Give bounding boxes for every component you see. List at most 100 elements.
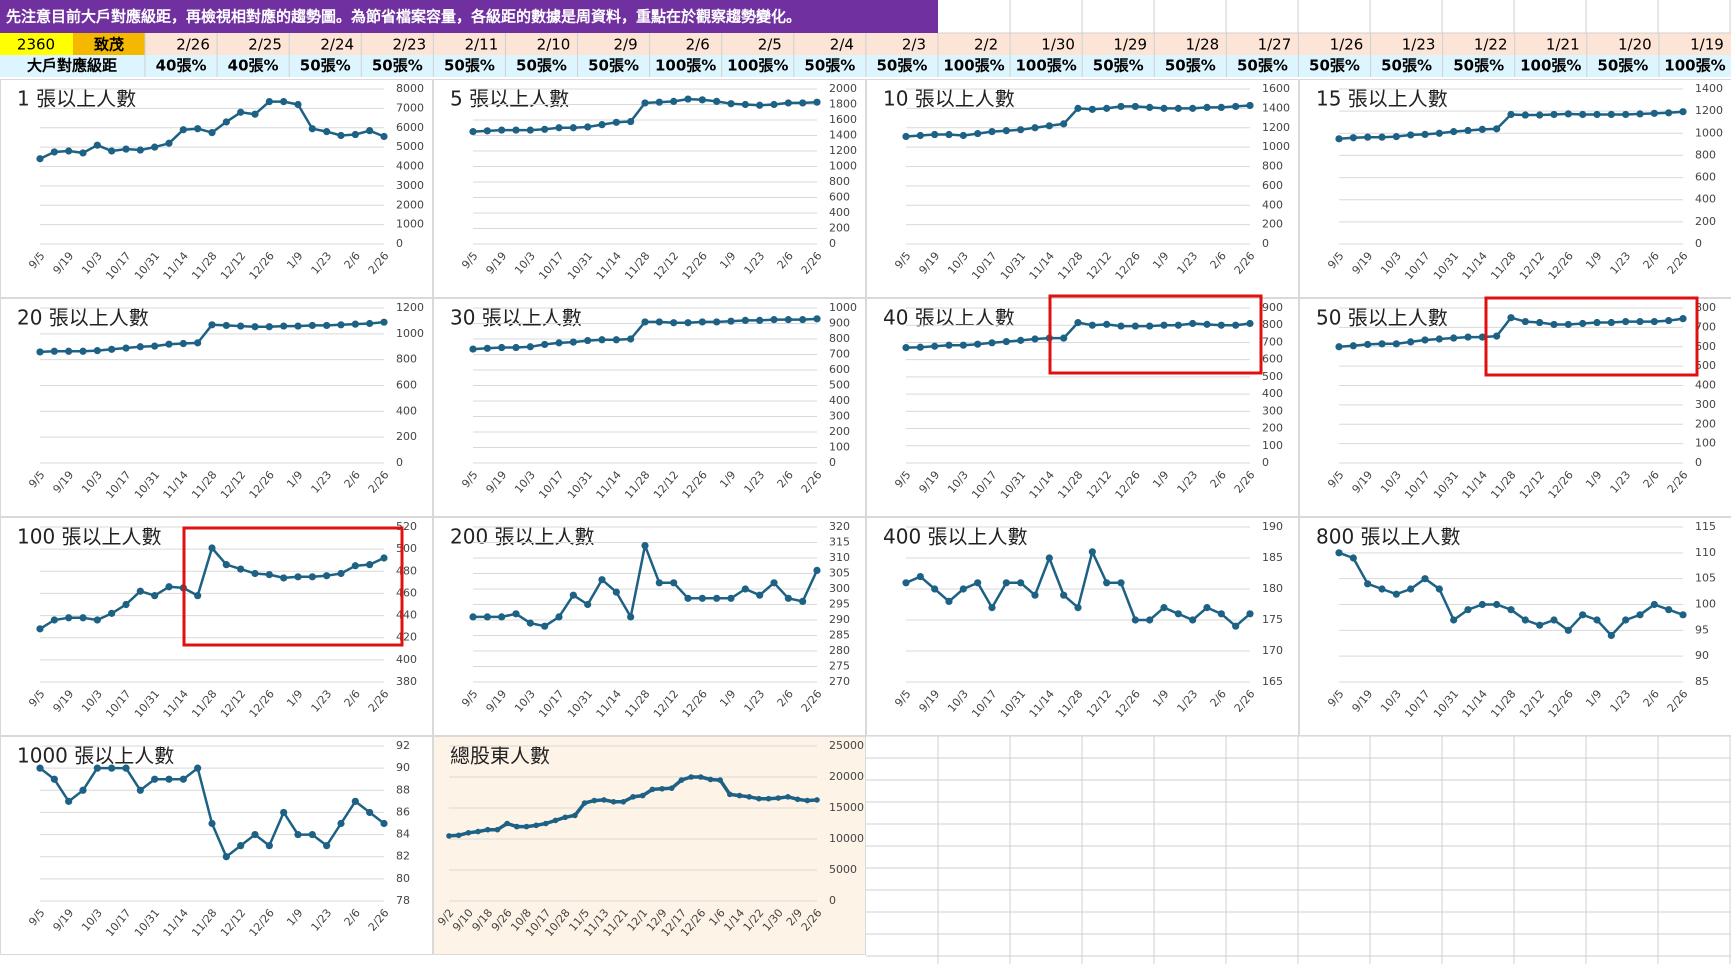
data-point [137,588,144,595]
data-point [180,776,187,783]
tier-value: 100張% [1015,57,1076,75]
date-label: 1/28 [1185,36,1219,54]
data-point [1089,106,1096,113]
data-point [294,831,301,838]
data-point [108,346,115,353]
data-point [717,777,723,783]
data-point [1450,616,1457,623]
data-point [366,127,373,134]
date-label: 1/26 [1330,36,1364,54]
date-label: 1/27 [1258,36,1292,54]
y-tick-label: 1400 [1695,82,1723,95]
y-tick-label: 600 [829,363,850,376]
y-tick-label: 1200 [1262,121,1290,134]
data-point [1364,134,1371,141]
data-point [65,614,72,621]
data-point [280,98,287,105]
data-point [1393,591,1400,598]
data-point [1679,108,1686,115]
data-point [931,585,938,592]
data-point [670,319,677,326]
y-tick-label: 300 [1695,398,1716,411]
data-point [485,827,491,833]
y-tick-label: 0 [1695,456,1702,469]
data-point [684,95,691,102]
tier-value: 50張% [300,57,351,75]
y-tick-label: 800 [829,175,850,188]
data-point [582,800,588,806]
y-tick-label: 170 [1262,644,1283,657]
chart-title: 20 張以上人數 [17,306,149,330]
y-tick-label: 200 [829,222,850,235]
data-point [727,792,733,798]
data-point [1507,111,1514,118]
y-tick-label: 400 [1262,198,1283,211]
y-tick-label: 270 [829,675,850,688]
data-point [1665,109,1672,116]
y-tick-label: 315 [829,536,850,549]
y-tick-label: 800 [396,353,417,366]
y-tick-label: 92 [396,739,410,752]
data-point [613,119,620,126]
data-point [737,793,743,799]
data-point [611,799,617,805]
data-point [1436,130,1443,137]
data-point [1436,335,1443,342]
data-point [51,148,58,155]
chart-title: 40 張以上人數 [883,306,1015,330]
data-point [294,573,301,580]
data-point [122,765,129,772]
data-point [1117,103,1124,110]
data-point [627,118,634,125]
chart-panel: 30 張以上人數01002003004005006007008009001000… [434,299,866,517]
data-point [223,118,230,125]
data-point [795,797,801,803]
data-point [917,132,924,139]
y-tick-label: 1800 [829,98,857,111]
data-point [94,347,101,354]
data-point [988,128,995,135]
y-tick-label: 800 [1262,160,1283,173]
y-tick-label: 1000 [829,160,857,173]
data-point [1636,611,1643,618]
y-tick-label: 0 [396,456,403,469]
data-point [1593,319,1600,326]
data-point [699,318,706,325]
y-tick-label: 275 [829,660,850,673]
data-point [813,567,820,574]
data-point [1132,616,1139,623]
data-point [659,786,665,792]
y-tick-label: 88 [396,783,410,796]
data-point [570,124,577,131]
banner-text: 先注意目前大戶對應級距，再檢視相對應的趨勢圖。為節省檔案容量，各級距的數據是周資… [6,8,801,26]
data-point [1246,610,1253,617]
y-tick-label: 0 [1695,237,1702,250]
data-point [770,579,777,586]
data-point [1364,580,1371,587]
date-label: 2/9 [614,36,638,54]
data-point [1132,322,1139,329]
data-point [756,796,762,802]
data-point [814,797,820,803]
data-point [555,613,562,620]
data-point [742,317,749,324]
data-point [337,820,344,827]
data-point [1507,314,1514,321]
y-tick-label: 460 [396,586,417,599]
chart-title: 100 張以上人數 [17,525,162,549]
y-tick-label: 1200 [1695,104,1723,117]
tier-value: 100張% [1520,57,1581,75]
y-tick-label: 400 [1695,379,1716,392]
data-point [1407,585,1414,592]
data-point [323,128,330,135]
data-point [1479,126,1486,133]
data-point [237,109,244,116]
data-point [366,809,373,816]
y-tick-label: 85 [1695,675,1709,688]
y-tick-label: 300 [1262,404,1283,417]
data-point [570,339,577,346]
y-tick-label: 305 [829,567,850,580]
data-point [598,576,605,583]
